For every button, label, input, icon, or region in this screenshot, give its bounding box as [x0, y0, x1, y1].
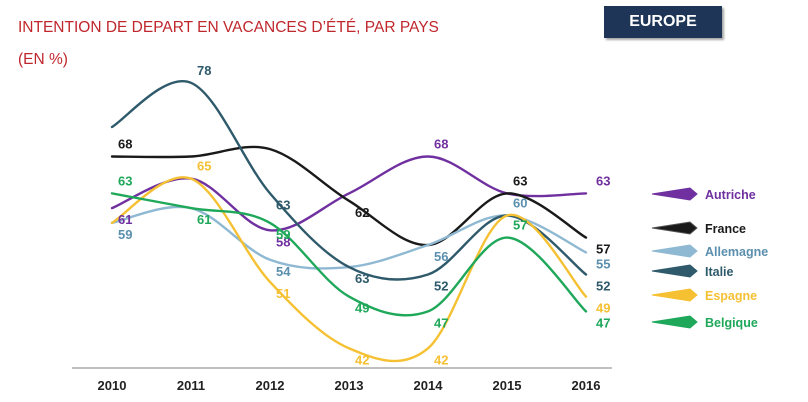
legend-swatch-italie	[651, 264, 698, 278]
legend-swatch-autriche	[651, 187, 698, 201]
data-label-italie-2014: 52	[434, 279, 448, 294]
data-label-belgique-2011: 61	[197, 212, 211, 227]
data-label-italie-2016: 52	[596, 279, 610, 294]
data-label-belgique-2013: 49	[355, 301, 369, 316]
data-label-france-2013: 62	[355, 205, 369, 220]
legend-label-italie: Italie	[705, 265, 734, 279]
data-label-allemagne-2015: 60	[513, 196, 527, 211]
data-labels: 61 58 68 63 68 62 63 57 59 54 56 60 55 78 63 63 52 52 65 51…	[118, 63, 610, 368]
legend: Autriche France Allemagne Italie Espagne Belg…	[651, 187, 768, 330]
legend-label-belgique: Belgique	[705, 316, 758, 330]
data-label-belgique-2010: 63	[118, 173, 132, 188]
data-label-france-2010: 68	[118, 137, 132, 152]
series-line-belgique	[110, 192, 588, 317]
data-label-allemagne-2016: 55	[596, 256, 610, 271]
data-label-allemagne-2012: 54	[276, 264, 291, 279]
legend-label-allemagne: Allemagne	[705, 245, 768, 259]
chart-subtitle: (EN %)	[18, 51, 68, 68]
x-tick-2016: 2016	[572, 378, 601, 393]
data-label-italie-2013: 63	[355, 271, 369, 286]
legend-swatch-espagne	[651, 288, 698, 302]
data-label-belgique-2014: 47	[434, 315, 448, 330]
legend-swatch-allemagne	[651, 244, 698, 258]
data-label-espagne-2012: 51	[276, 286, 290, 301]
data-label-italie-2012: 63	[276, 197, 290, 212]
data-label-autriche-2014: 68	[434, 137, 448, 152]
data-label-france-2016: 57	[596, 242, 610, 257]
series-line-espagne	[110, 176, 588, 363]
x-tick-2010: 2010	[98, 378, 127, 393]
data-label-belgique-2015: 57	[513, 218, 527, 233]
data-label-autriche-2016: 63	[596, 173, 610, 188]
series-lines	[110, 79, 588, 363]
x-tick-2011: 2011	[177, 378, 205, 393]
data-label-allemagne-2014: 56	[434, 249, 448, 264]
x-tick-2015: 2015	[493, 378, 522, 393]
data-label-belgique-2012: 59	[276, 227, 290, 242]
legend-swatch-belgique	[651, 315, 698, 329]
region-badge: EUROPE	[604, 6, 722, 38]
chart-title: INTENTION DE DEPART EN VACANCES D’ÉTÉ, P…	[18, 19, 439, 36]
legend-label-france: France	[705, 222, 746, 236]
legend-label-espagne: Espagne	[705, 289, 757, 303]
x-tick-2014: 2014	[414, 378, 444, 393]
data-label-espagne-2016: 49	[596, 301, 610, 316]
data-label-autriche-2012: 58	[276, 234, 290, 249]
x-tick-2013: 2013	[335, 378, 364, 393]
data-label-espagne-2011: 65	[197, 159, 211, 174]
series-line-france	[110, 145, 588, 247]
data-label-autriche-2010: 61	[118, 212, 132, 227]
data-label-allemagne-2010: 59	[118, 227, 132, 242]
data-label-italie-2011: 78	[197, 63, 211, 78]
data-label-belgique-2016: 47	[596, 315, 610, 330]
data-label-espagne-2013: 42	[355, 352, 369, 367]
x-axis-ticks: 2010 2011 2012 2013 2014 2015 2016	[98, 378, 601, 393]
x-tick-2012: 2012	[256, 378, 285, 393]
data-label-france-2015: 63	[513, 173, 527, 188]
legend-swatch-france	[651, 221, 698, 235]
data-label-espagne-2014: 42	[434, 352, 448, 367]
legend-label-autriche: Autriche	[705, 188, 756, 202]
